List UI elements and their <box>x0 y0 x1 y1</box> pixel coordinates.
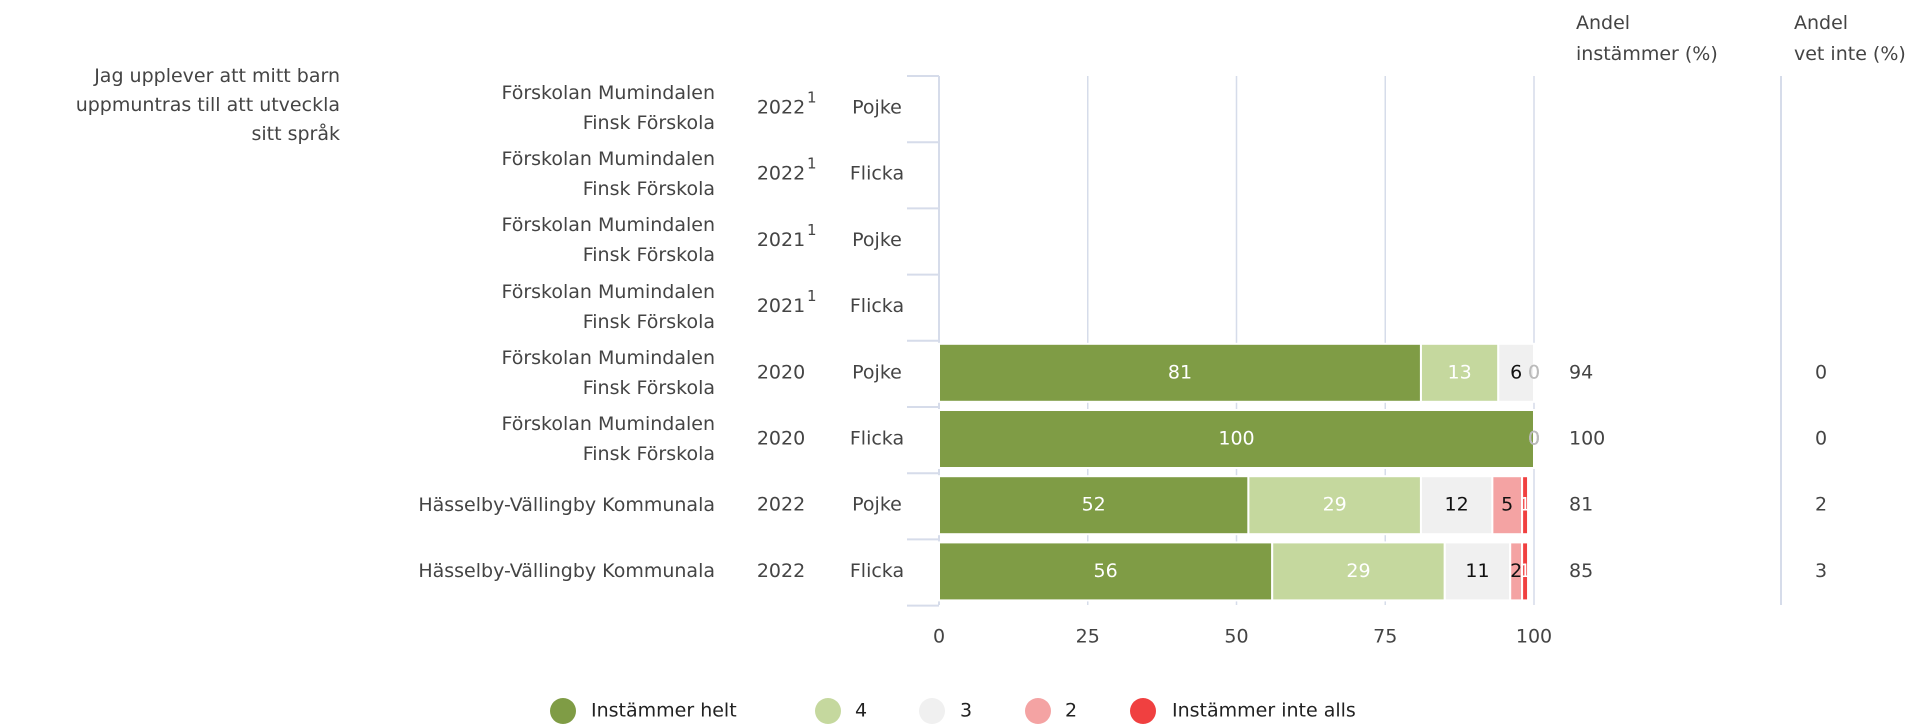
footnote: 1 <box>807 221 817 239</box>
column-value: 3 <box>1815 560 1827 582</box>
bar-segment <box>1419 475 1494 536</box>
category-label: Hässelby-Vällingby Kommunala <box>418 494 715 517</box>
group-label: Pojke <box>852 494 902 516</box>
legend-label: 4 <box>855 700 867 722</box>
category-label: Förskolan Mumindalen Finsk Förskola <box>501 280 715 333</box>
column-value: 85 <box>1569 560 1593 582</box>
value-label: 100 <box>1218 428 1254 450</box>
value-label: 0 <box>1528 428 1540 450</box>
bar-segment <box>1521 541 1530 602</box>
bar-segment <box>1491 475 1524 536</box>
x-tick-label: 100 <box>1516 626 1552 648</box>
category-label: Hässelby-Vällingby Kommunala <box>418 560 715 583</box>
value-label: 0 <box>1528 361 1540 383</box>
legend-label: Instämmer inte alls <box>1172 700 1356 722</box>
column-value: 81 <box>1569 494 1593 516</box>
group-label: Flicka <box>850 295 904 317</box>
group-label: Flicka <box>850 163 904 185</box>
bar-segment <box>1271 541 1446 602</box>
footnote: 1 <box>807 287 817 305</box>
legend-swatch <box>550 698 576 724</box>
legend-swatch <box>1025 698 1051 724</box>
value-label: 29 <box>1346 560 1370 582</box>
value-label: 1 <box>1519 494 1531 516</box>
bar-segment <box>1497 342 1536 403</box>
value-label: 13 <box>1448 361 1472 383</box>
year-label: 2022 <box>757 494 805 516</box>
value-label: 0 <box>1528 428 1540 450</box>
year-label: 2020 <box>757 428 805 450</box>
column-header: Andel instämmer (%) <box>1576 12 1718 65</box>
year-label: 2021 <box>757 229 805 251</box>
value-label: 52 <box>1082 494 1106 516</box>
value-label: 0 <box>1528 428 1540 450</box>
value-label: 2 <box>1510 560 1522 582</box>
legend-label: 2 <box>1065 700 1077 722</box>
column-value: 2 <box>1815 494 1827 516</box>
category-label: Förskolan Mumindalen Finsk Förskola <box>501 214 715 267</box>
bar-segment <box>938 541 1274 602</box>
group-label: Flicka <box>850 560 904 582</box>
year-label: 2020 <box>757 361 805 383</box>
category-label: Förskolan Mumindalen Finsk Förskola <box>501 148 715 201</box>
column-value: 0 <box>1815 428 1827 450</box>
footnote: 1 <box>807 155 817 173</box>
category-label: Förskolan Mumindalen Finsk Förskola <box>501 413 715 465</box>
column-value: 0 <box>1815 361 1827 383</box>
value-label: 12 <box>1445 494 1469 516</box>
value-label: 1 <box>1519 560 1531 582</box>
year-label: 2022 <box>757 163 805 185</box>
x-tick-label: 50 <box>1224 626 1248 648</box>
x-tick-label: 25 <box>1076 626 1100 648</box>
value-label: 5 <box>1501 494 1513 516</box>
x-tick-label: 75 <box>1373 626 1397 648</box>
bar-segment <box>938 409 1535 469</box>
year-label: 2021 <box>757 295 805 317</box>
value-label: 11 <box>1465 560 1489 582</box>
year-label: 2022 <box>757 560 805 582</box>
group-label: Flicka <box>850 428 904 450</box>
legend-label: 3 <box>960 700 972 722</box>
value-label: 29 <box>1323 494 1347 516</box>
category-label: Förskolan Mumindalen Finsk Förskola <box>501 82 715 134</box>
bar-segment <box>1443 541 1512 602</box>
group-label: Pojke <box>852 229 902 251</box>
value-label: 56 <box>1094 560 1118 582</box>
bar-segment <box>938 475 1250 536</box>
value-label: 81 <box>1168 361 1192 383</box>
category-label: Förskolan Mumindalen Finsk Förskola <box>501 346 715 399</box>
footnote: 1 <box>807 89 817 107</box>
value-label: 0 <box>1528 428 1540 450</box>
legend-label: Instämmer helt <box>591 700 737 722</box>
group-label: Pojke <box>852 97 902 119</box>
legend-swatch <box>919 698 945 724</box>
group-label: Pojke <box>852 361 902 383</box>
value-label: 0 <box>1528 361 1540 383</box>
legend-swatch <box>1130 698 1156 724</box>
column-header: Andel vet inte (%) <box>1794 12 1906 65</box>
column-value: 100 <box>1569 428 1605 450</box>
x-tick-label: 0 <box>933 626 945 648</box>
bar-segment <box>1419 342 1500 403</box>
bar-segment <box>1521 475 1530 536</box>
legend-swatch <box>815 698 841 724</box>
column-value: 94 <box>1569 361 1593 383</box>
year-label: 2022 <box>757 97 805 119</box>
value-label: 6 <box>1510 361 1522 383</box>
question: Jag upplever att mitt barn uppmuntras ti… <box>75 65 340 145</box>
